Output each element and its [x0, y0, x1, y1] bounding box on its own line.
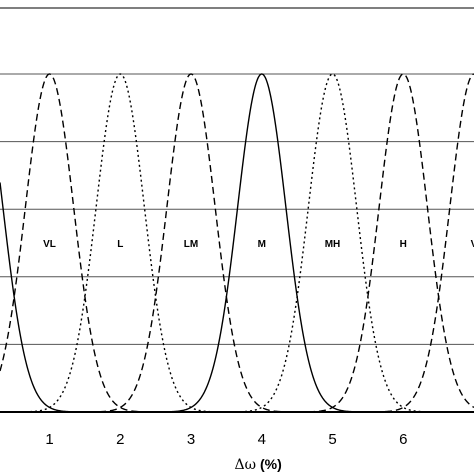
series-label-l: L — [117, 239, 123, 250]
x-tick-labels: 1 2 3 4 5 6 — [45, 431, 407, 448]
series-labels: VL L LM M MH H V — [43, 239, 474, 250]
x-axis-unit: (%) — [260, 456, 282, 472]
series-label-m: M — [258, 239, 266, 250]
series-label-v: V — [471, 239, 474, 250]
x-tick-label: 6 — [399, 431, 407, 448]
series-label-mh: MH — [325, 239, 341, 250]
x-tick-label: 4 — [258, 431, 266, 448]
series-label-h: H — [400, 239, 407, 250]
series-label-vl: VL — [43, 239, 56, 250]
x-axis-symbol: Δω — [234, 457, 256, 473]
x-axis-title: Δω (%) — [234, 456, 281, 473]
x-tick-label: 2 — [116, 431, 124, 448]
plot-frame — [0, 7, 474, 413]
x-tick-label: 1 — [45, 431, 53, 448]
x-tick-label: 5 — [328, 431, 336, 448]
x-tick-label: 3 — [187, 431, 195, 448]
series-label-lm: LM — [184, 239, 198, 250]
